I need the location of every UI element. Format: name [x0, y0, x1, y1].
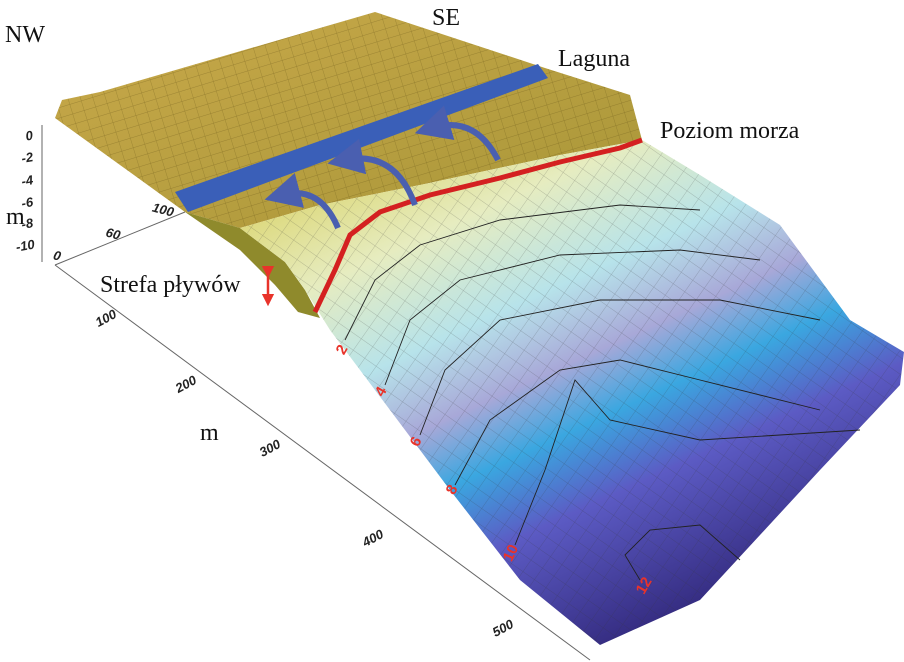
distance-tick-label: 400	[359, 526, 387, 550]
direction-label: SE	[432, 5, 460, 31]
y-tick-label: 0	[24, 127, 34, 143]
sea-floor-mesh	[240, 140, 904, 645]
y-tick-label: -4	[20, 172, 35, 189]
cross-axis	[55, 212, 185, 265]
axis-label: m	[200, 420, 219, 446]
lagoon-label: Laguna	[558, 46, 630, 72]
y-tick-label: -8	[20, 215, 35, 232]
cross-tick-label: 60	[104, 225, 123, 243]
y-tick-label: -10	[15, 236, 37, 254]
figure: NW SE Laguna Poziom morza Strefa pływów …	[0, 0, 904, 662]
distance-tick-label: 500	[490, 616, 517, 640]
tidal-zone-label: Strefa pływów	[100, 272, 241, 298]
direction-label: NW	[5, 22, 45, 48]
sea-level-label: Poziom morza	[660, 118, 800, 144]
distance-tick-label: 200	[172, 372, 200, 396]
y-tick-label: -2	[20, 149, 35, 166]
cross-tick-label: 0	[52, 247, 64, 264]
distance-tick-label: 300	[257, 436, 284, 460]
y-tick-label: -6	[20, 194, 35, 211]
